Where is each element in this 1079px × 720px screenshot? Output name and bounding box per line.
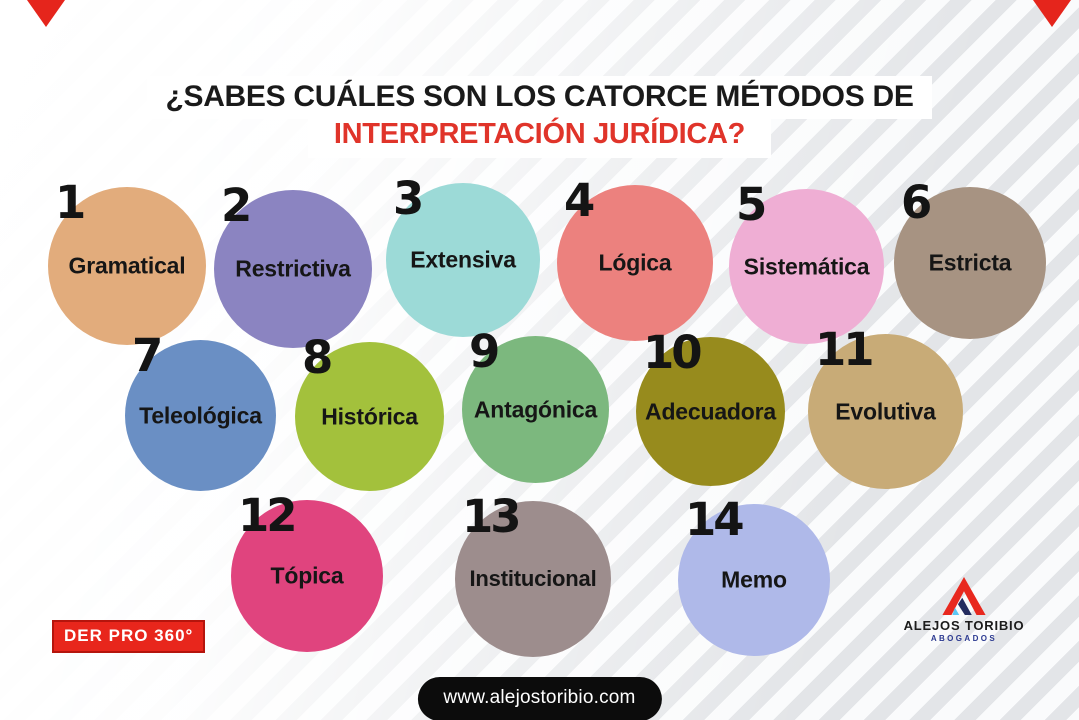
method-bubble: 9 Antagónica (462, 328, 609, 483)
method-label: Tópica (270, 562, 344, 589)
method-label: Restrictiva (235, 255, 351, 282)
method-label: Antagónica (473, 396, 598, 422)
method-bubble: 10 Adecuadora (636, 329, 785, 486)
method-label: Teleológica (139, 402, 262, 428)
method-number: 10 (643, 326, 703, 379)
method-label: Evolutiva (835, 398, 936, 424)
method-circle (462, 336, 609, 483)
method-bubble: 4 Lógica (557, 177, 713, 341)
method-label: Estricta (928, 249, 1012, 276)
method-number: 4 (564, 174, 595, 227)
method-circle (894, 187, 1046, 339)
method-number: 14 (685, 493, 745, 546)
method-bubble: 1 Gramatical (48, 179, 206, 345)
method-bubble: 6 Estricta (894, 179, 1046, 339)
method-number: 8 (302, 331, 333, 384)
method-number: 13 (462, 490, 522, 543)
method-number: 12 (238, 489, 298, 542)
method-number: 2 (221, 179, 252, 232)
logo-name: ALEJOS TORIBIO (903, 618, 1025, 633)
method-label: Gramatical (68, 252, 186, 279)
method-bubble: 13 Institucional (455, 493, 611, 657)
corner-ribbon-icon (27, 0, 65, 27)
title-line-2: INTERPRETACIÓN JURÍDICA? (307, 117, 772, 158)
method-number: 3 (393, 172, 424, 225)
method-circle (214, 190, 372, 348)
method-circle (231, 500, 383, 652)
method-label: Adecuadora (645, 398, 776, 424)
method-bubble: 5 Sistemática (729, 181, 884, 344)
method-bubble: 2 Restrictiva (214, 182, 372, 348)
method-label: Institucional (469, 566, 597, 591)
page-title: ¿SABES CUÁLES SON LOS CATORCE MÉTODOS DE… (0, 76, 1079, 158)
logo-subtitle: ABOGADOS (930, 634, 998, 643)
website-url-pill: www.alejostoribio.com (417, 677, 662, 720)
method-circle (386, 183, 540, 337)
method-label: Lógica (598, 249, 672, 276)
alejos-toribio-logo: ALEJOS TORIBIO ABOGADOS (894, 577, 1034, 643)
method-bubble: 14 Memo (678, 496, 830, 656)
method-circle (636, 337, 785, 486)
method-number: 1 (55, 176, 86, 229)
method-bubble: 8 Histórica (295, 334, 444, 491)
method-label: Extensiva (410, 246, 516, 273)
der-pro-360-badge: DER PRO 360° (52, 620, 206, 653)
method-number: 11 (815, 323, 875, 376)
method-label: Memo (721, 566, 787, 593)
title-line-1: ¿SABES CUÁLES SON LOS CATORCE MÉTODOS DE (147, 76, 932, 119)
method-circle (125, 340, 276, 491)
method-label: Histórica (321, 403, 418, 429)
method-circle (678, 504, 830, 656)
method-number: 7 (132, 329, 163, 382)
method-circle (808, 334, 963, 489)
method-number: 9 (469, 325, 500, 378)
method-bubble: 7 Teleológica (125, 332, 276, 491)
method-bubble: 3 Extensiva (386, 175, 540, 337)
method-number: 6 (901, 176, 932, 229)
method-bubble: 11 Evolutiva (808, 326, 963, 489)
triangle-a-logo-icon (942, 577, 986, 615)
method-circle (729, 189, 884, 344)
method-number: 5 (736, 178, 767, 231)
method-bubble: 12 Tópica (231, 492, 383, 652)
method-circle (557, 185, 713, 341)
method-circle (295, 342, 444, 491)
method-label: Sistemática (743, 253, 870, 279)
corner-ribbon-icon (1033, 0, 1071, 27)
method-circle (48, 187, 206, 345)
method-circle (455, 501, 611, 657)
